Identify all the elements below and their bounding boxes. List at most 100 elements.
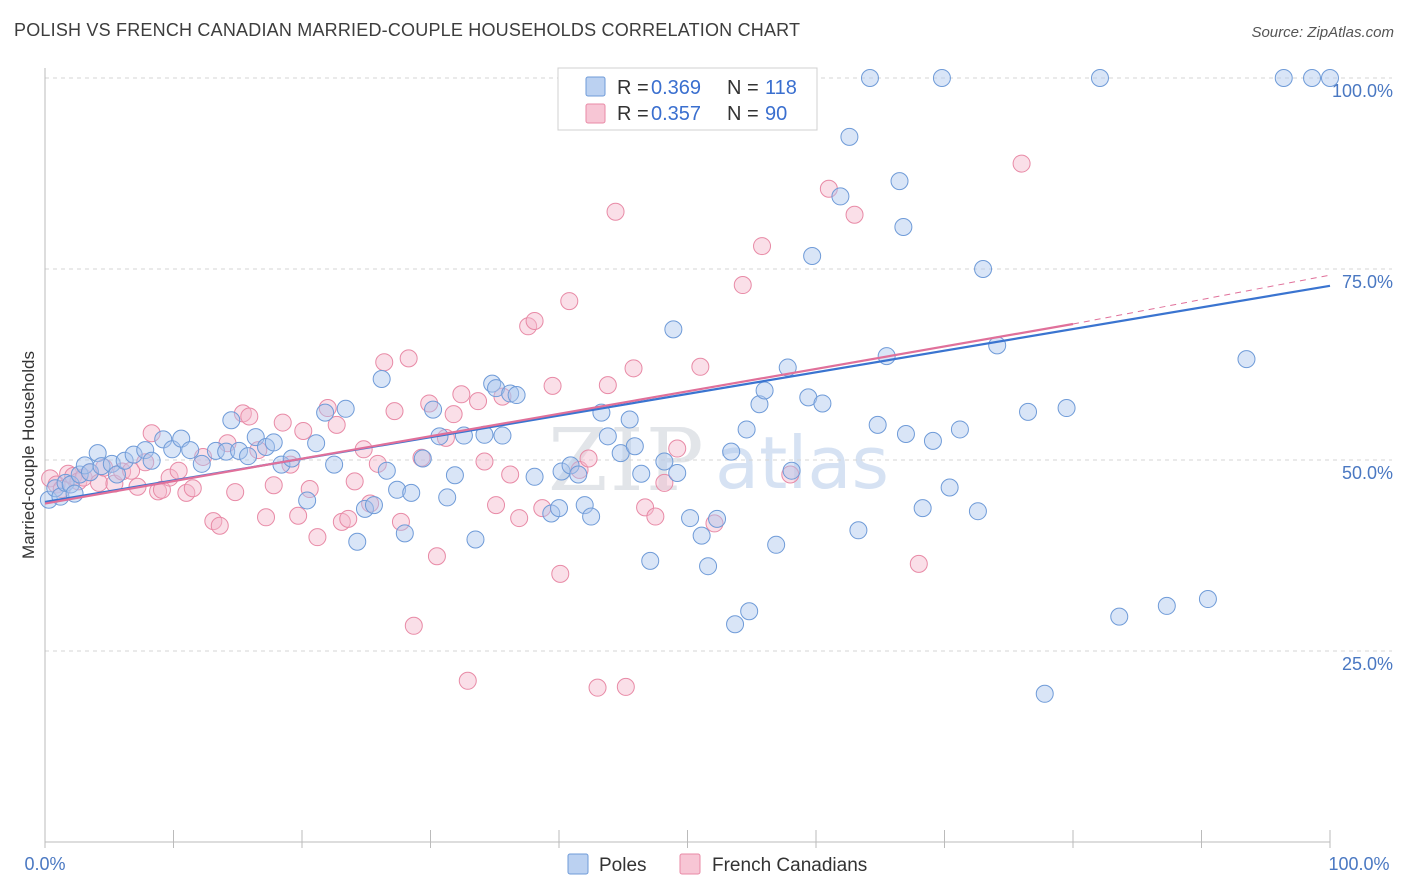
poles-point [1237,350,1256,369]
poles-point [316,403,335,422]
poles-point [493,426,512,445]
poles-point [1019,402,1038,421]
fc-point [427,547,446,566]
poles-point [849,521,868,540]
source-credit: Source: ZipAtlas.com [1251,24,1394,41]
poles-point [80,463,99,482]
legend-box: R = 0.369 N = 118 R = 0.357 N = 90 [557,67,818,131]
poles-point [154,430,173,449]
french-canadians-points [41,154,1031,697]
fc-point [169,461,188,480]
poles-point [932,69,951,87]
fc-point [375,353,394,372]
fc-point [240,407,259,426]
poles-point [217,442,236,461]
poles-point [239,447,258,466]
poles-point [1303,69,1322,87]
poles-point [913,499,932,518]
fc-point [452,385,471,404]
poles-point [1198,590,1217,609]
poles-point [325,455,344,474]
poles-point [755,381,774,400]
fc-point [412,448,431,467]
poles-point [1157,596,1176,615]
poles-point [894,217,913,236]
x-tick-label-min: 0.0% [24,854,65,874]
poles-point [445,466,464,485]
fc-point [733,276,752,295]
fc-point [327,415,346,434]
poles-point [424,400,443,419]
bottom-legend-poles-swatch [567,853,589,875]
poles-point [923,431,942,450]
poles-point [136,441,155,460]
poles-point [813,394,832,413]
fc-point [606,202,625,221]
fc-point [616,677,635,696]
bottom-legend: Poles French Canadians [567,853,867,876]
poles-point [569,465,588,484]
poles-point [868,415,887,434]
legend-poles-n-value: 118 [765,77,797,99]
fc-point [142,424,161,443]
poles-point [1035,684,1054,703]
fc-point [655,473,674,492]
poles-point [377,461,396,480]
fc-point [339,509,358,528]
fc-point [475,452,494,471]
watermark-zip: ZIP [548,411,706,511]
poles-point [550,499,568,518]
poles-point [142,451,161,470]
fc-point [368,454,387,473]
poles-point [750,395,769,414]
fc-point [345,472,364,491]
poles-point [1110,607,1129,626]
trend-lines [44,274,1331,505]
poles-point [681,509,700,528]
poles-point [896,425,915,444]
poles-point [699,557,718,576]
fc-point [551,564,570,583]
poles-point [632,464,651,483]
watermark-atlas: atlas [715,421,889,505]
fc-point [588,678,607,697]
poles-point [988,336,1007,355]
poles-point [525,467,544,486]
poles-point [487,379,506,398]
legend-fc-n-value: 90 [765,103,787,125]
fc-point [624,359,643,378]
fc-point [308,528,327,547]
y-tick-label: 75.0% [1342,272,1393,292]
poles-point [641,551,660,570]
poles-point [222,411,241,430]
poles-point [655,452,674,471]
bottom-legend-poles-label: Poles [599,855,647,876]
legend-poles-r-label: R = [617,77,649,99]
poles-point [803,247,822,266]
fc-point [183,479,202,498]
poles-point [181,441,200,460]
y-tick-label: 50.0% [1342,463,1393,483]
poles-point [620,410,639,429]
poles-point [192,454,211,473]
poles-point [598,427,617,446]
poles-point [163,440,182,459]
poles-point [1057,399,1076,418]
poles-point [402,483,421,502]
poles-point [46,479,65,498]
fc-point [385,402,404,421]
poles-point [336,399,355,418]
fc-point [294,421,313,440]
poles-point [664,320,683,339]
fc-trend-line [44,322,1074,505]
fc-point [404,616,423,635]
bottom-legend-fc-label: French Canadians [712,855,867,876]
poles-point [737,420,756,439]
fc-point [598,376,617,395]
legend-fc-r-label: R = [617,103,649,125]
poles-point [264,433,283,452]
fc-point [668,439,687,458]
poles-point [708,509,727,528]
legend-fc-n-label: N = [727,103,759,125]
fc-point [226,483,245,502]
